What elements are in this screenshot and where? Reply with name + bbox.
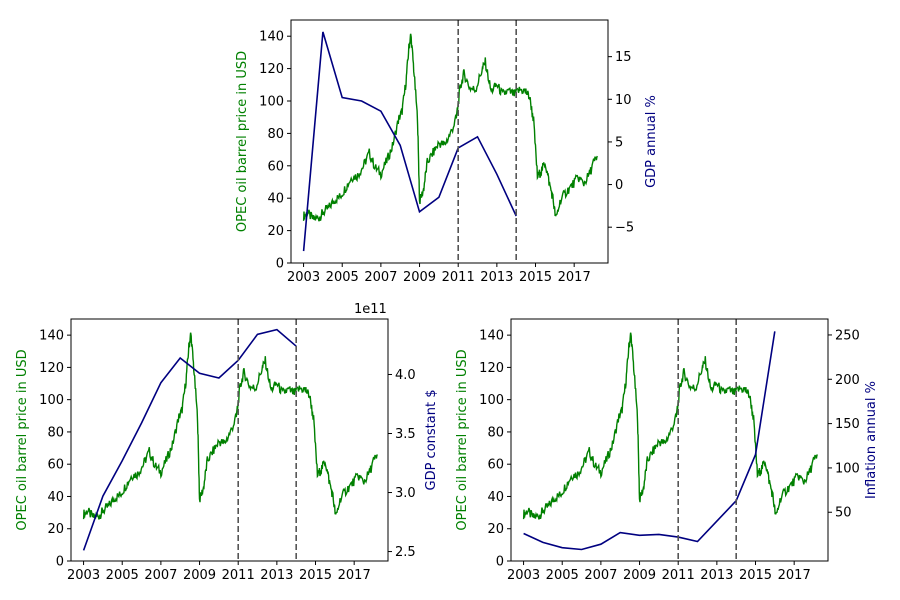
x-tick-label: 2015 [519, 270, 552, 285]
left-y-tick-label: 60 [47, 458, 64, 473]
left-y-tick-label: 100 [259, 95, 284, 110]
left-y-tick-label: 140 [259, 30, 284, 45]
left-y-tick-label: 140 [479, 329, 504, 344]
right-y-tick-label: 150 [835, 417, 860, 432]
series-line-gdp-constant- [82, 328, 297, 551]
right-y-tick-label: 3.5 [395, 427, 416, 442]
x-tick-label: 2009 [403, 270, 436, 285]
left-y-tick-label: 100 [479, 393, 504, 408]
series-line-gdp-annual- [302, 31, 517, 252]
x-tick-label: 2005 [326, 270, 359, 285]
right-y-tick-label: 50 [835, 506, 852, 521]
left-y-tick-label: 140 [39, 329, 64, 344]
series-line-inflation-annual- [523, 331, 776, 551]
x-tick-label: 2017 [778, 568, 811, 583]
x-tick-label: 2007 [144, 568, 177, 583]
right-y-tick-label: 0 [615, 178, 623, 193]
x-tick-label: 2011 [442, 270, 475, 285]
x-tick-label: 2015 [299, 568, 332, 583]
left-y-tick-label: 0 [496, 555, 504, 570]
left-y-tick-label: 60 [267, 159, 284, 174]
right-axis-label: Inflation annual % [864, 381, 879, 499]
x-tick-label: 2005 [106, 568, 139, 583]
x-tick-label: 2011 [222, 568, 255, 583]
left-y-tick-label: 120 [479, 361, 504, 376]
right-y-tick-label: 200 [835, 373, 860, 388]
x-tick-label: 2007 [364, 270, 397, 285]
x-tick-label: 2011 [662, 568, 695, 583]
right-y-tick-label: 15 [615, 50, 632, 65]
plot-frame [510, 318, 829, 562]
left-axis-label: OPEC oil barrel price in USD [235, 51, 250, 232]
left-y-tick-label: 0 [276, 257, 284, 272]
right-y-tick-label: 5 [615, 135, 623, 150]
right-y-tick-label: −5 [615, 221, 634, 236]
left-axis-label: OPEC oil barrel price in USD [455, 349, 470, 530]
x-tick-label: 2009 [623, 568, 656, 583]
left-y-tick-label: 40 [267, 192, 284, 207]
left-y-tick-label: 60 [487, 458, 504, 473]
left-y-tick-label: 40 [47, 490, 64, 505]
left-y-tick-label: 40 [487, 490, 504, 505]
series-line-opec-oil-barrel-price-in-usd [82, 332, 379, 520]
chart-bottom-left: 2003 2005 2007 2009 2011 2013 2015 2017 0 20 40 60 8… [15, 302, 439, 583]
plot-frame [290, 19, 609, 264]
right-y-tick-label: 10 [615, 93, 632, 108]
right-axis-label: GDP annual % [644, 95, 659, 188]
right-y-tick-label: 250 [835, 328, 860, 343]
right-y-tick-label: 3.0 [395, 486, 416, 501]
x-tick-label: 2017 [558, 270, 591, 285]
x-tick-label: 2017 [338, 568, 371, 583]
left-y-tick-label: 0 [56, 555, 64, 570]
left-y-tick-label: 20 [487, 522, 504, 537]
x-tick-label: 2013 [480, 270, 513, 285]
plot-frame [70, 318, 389, 562]
x-tick-label: 2015 [739, 568, 772, 583]
left-y-tick-label: 120 [259, 62, 284, 77]
x-tick-label: 2005 [546, 568, 579, 583]
x-tick-label: 2003 [287, 270, 320, 285]
left-y-tick-label: 100 [39, 393, 64, 408]
right-y-tick-label: 100 [835, 461, 860, 476]
x-tick-label: 2003 [67, 568, 100, 583]
right-axis-offset-text: 1e11 [354, 302, 387, 317]
right-y-tick-label: 2.5 [395, 545, 416, 560]
chart-top: 2003 2005 2007 2009 2011 2013 2015 2017 0 20 40 60 8… [235, 19, 659, 285]
x-tick-label: 2007 [584, 568, 617, 583]
right-axis-label: GDP constant $ [424, 390, 439, 491]
left-y-tick-label: 20 [267, 224, 284, 239]
x-tick-label: 2013 [260, 568, 293, 583]
x-tick-label: 2003 [507, 568, 540, 583]
left-y-tick-label: 80 [47, 425, 64, 440]
x-tick-label: 2013 [700, 568, 733, 583]
x-tick-label: 2009 [183, 568, 216, 583]
series-line-opec-oil-barrel-price-in-usd [302, 33, 599, 222]
left-y-tick-label: 120 [39, 361, 64, 376]
left-y-tick-label: 20 [47, 522, 64, 537]
chart-bottom-right: 2003 2005 2007 2009 2011 2013 2015 2017 0 20 40 60 8… [455, 318, 879, 583]
right-y-tick-label: 4.0 [395, 368, 416, 383]
series-line-opec-oil-barrel-price-in-usd [522, 332, 819, 520]
left-axis-label: OPEC oil barrel price in USD [15, 349, 30, 530]
left-y-tick-label: 80 [267, 127, 284, 142]
left-y-tick-label: 80 [487, 425, 504, 440]
